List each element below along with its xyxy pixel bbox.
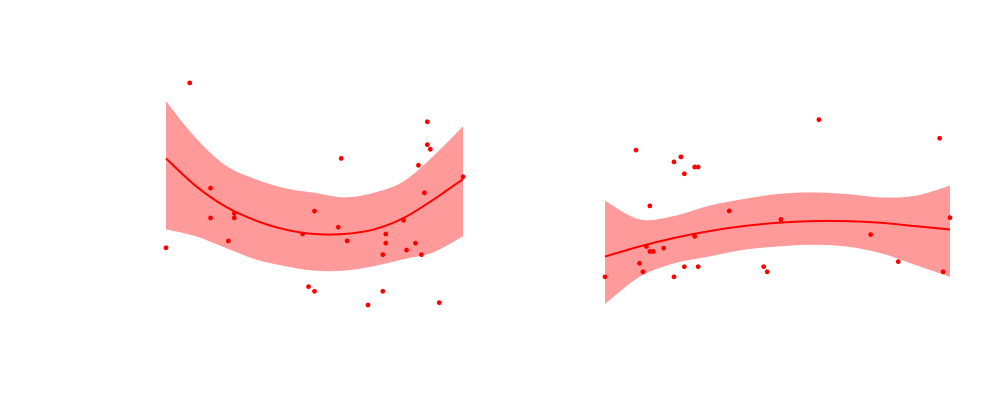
data-point xyxy=(460,174,466,180)
data-point xyxy=(335,224,341,230)
data-point xyxy=(225,238,231,244)
data-point xyxy=(868,232,874,238)
data-point xyxy=(380,288,386,294)
data-point xyxy=(661,245,667,251)
data-point xyxy=(671,159,677,165)
data-point xyxy=(163,245,169,251)
data-point xyxy=(231,215,237,221)
data-point xyxy=(602,274,608,280)
data-point xyxy=(640,269,646,275)
data-point xyxy=(416,162,421,168)
data-point xyxy=(726,208,732,214)
data-point xyxy=(187,80,193,86)
data-point xyxy=(312,208,317,214)
data-point xyxy=(383,240,389,246)
data-point xyxy=(633,147,639,153)
data-point xyxy=(208,215,213,221)
data-point xyxy=(650,249,656,254)
data-point xyxy=(647,249,653,254)
data-point xyxy=(424,119,430,125)
data-point xyxy=(421,190,427,196)
data-point xyxy=(816,117,822,123)
confidence-band xyxy=(166,101,463,272)
data-point xyxy=(383,231,389,237)
data-point xyxy=(306,284,311,290)
data-point xyxy=(300,231,306,237)
data-point xyxy=(401,217,406,223)
data-point xyxy=(695,164,701,170)
data-point xyxy=(419,252,424,258)
data-point xyxy=(678,154,684,160)
data-point xyxy=(404,247,409,253)
data-point xyxy=(312,288,317,294)
fit-line xyxy=(165,157,464,236)
data-point xyxy=(695,264,701,270)
data-point xyxy=(365,302,371,308)
data-point xyxy=(692,233,698,239)
data-point xyxy=(427,146,433,152)
data-point xyxy=(424,142,430,148)
data-point xyxy=(778,217,784,222)
data-point xyxy=(344,238,350,244)
fit-line xyxy=(604,219,951,258)
data-point xyxy=(681,171,687,177)
data-point xyxy=(380,252,386,258)
left-plot-panel xyxy=(163,80,466,308)
data-point xyxy=(413,240,418,246)
data-point xyxy=(637,260,642,266)
data-point xyxy=(231,211,237,216)
confidence-band xyxy=(605,185,950,304)
data-point xyxy=(681,264,687,270)
data-point xyxy=(647,203,653,209)
data-point xyxy=(940,269,946,275)
data-point xyxy=(947,215,953,221)
data-point xyxy=(338,156,344,161)
right-plot-panel xyxy=(602,117,953,304)
data-point xyxy=(764,269,770,275)
data-point xyxy=(895,259,901,265)
data-point xyxy=(937,135,943,141)
data-point xyxy=(208,185,213,191)
data-point xyxy=(644,244,649,249)
data-point xyxy=(436,300,442,306)
data-point xyxy=(692,164,698,170)
data-point xyxy=(671,274,677,280)
data-point xyxy=(761,264,767,270)
